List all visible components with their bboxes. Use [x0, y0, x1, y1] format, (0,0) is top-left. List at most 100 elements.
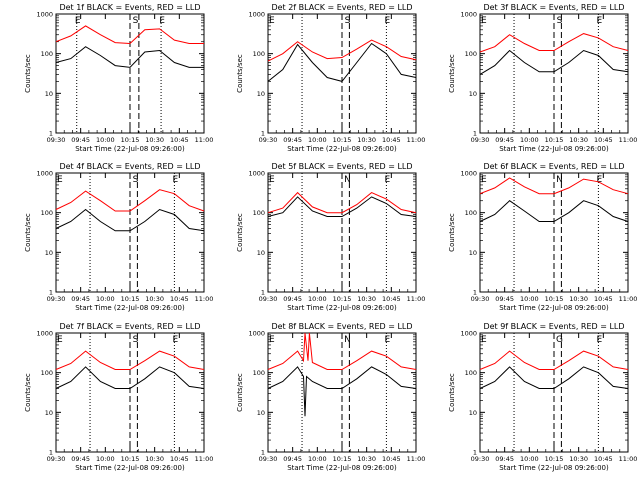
x-tick-label: 10:15	[545, 136, 564, 144]
x-axis-label: Start Time (22-Jul-08 09:26:00)	[75, 464, 185, 472]
series-line-lld	[267, 191, 417, 214]
x-axis-label: Start Time (22-Jul-08 09:26:00)	[75, 304, 185, 312]
y-axis-label: Counts/sec	[448, 213, 456, 252]
y-tick-label: 100	[253, 209, 265, 217]
panel-title: Det 7f BLACK = Events, RED = LLD	[59, 322, 200, 331]
panel-title: Det 8f BLACK = Events, RED = LLD	[271, 322, 412, 331]
marker-label: E	[269, 335, 275, 345]
x-tick-label: 10:15	[121, 295, 140, 303]
x-tick-label: 11:00	[407, 136, 426, 144]
panel-5: Det 5f BLACK = Events, RED = LLD E N E 1 10 10…	[236, 162, 425, 312]
x-tick-label: 10:15	[545, 455, 564, 463]
series-line-events	[479, 366, 629, 389]
y-tick-label: 100	[41, 209, 53, 217]
y-tick-label: 100	[253, 369, 265, 377]
x-axis-label: Start Time (22-Jul-08 09:26:00)	[287, 464, 397, 472]
x-tick-label: 10:00	[96, 295, 115, 303]
y-tick-label: 1000	[460, 330, 477, 338]
panel-title: Det 4f BLACK = Events, RED = LLD	[59, 162, 200, 171]
y-axis-label: Counts/sec	[236, 213, 244, 252]
panel-6: Det 6f BLACK = Events, RED = LLD E N E 1 10 10…	[448, 162, 637, 312]
x-tick-label: 10:30	[357, 136, 376, 144]
y-tick-label: 1000	[460, 170, 477, 178]
x-tick-label: 09:45	[495, 295, 514, 303]
y-tick-label: 10	[469, 249, 477, 257]
panel-title: Det 6f BLACK = Events, RED = LLD	[483, 162, 624, 171]
x-tick-label: 09:45	[71, 136, 90, 144]
x-tick-label: 09:30	[259, 455, 278, 463]
x-tick-label: 10:15	[545, 295, 564, 303]
series-line-events	[267, 196, 417, 217]
x-tick-label: 10:30	[145, 136, 164, 144]
x-tick-label: 09:45	[495, 455, 514, 463]
x-tick-label: 10:15	[333, 295, 352, 303]
x-tick-label: 11:00	[619, 455, 638, 463]
x-tick-label: 10:00	[96, 455, 115, 463]
x-tick-label: 10:00	[520, 455, 539, 463]
marker-label: E	[269, 175, 275, 185]
y-tick-label: 1000	[248, 330, 265, 338]
x-axis-label: Start Time (22-Jul-08 09:26:00)	[287, 304, 397, 312]
x-tick-label: 10:00	[308, 455, 327, 463]
y-tick-label: 10	[257, 249, 265, 257]
marker-label: E	[385, 175, 391, 185]
y-tick-label: 1	[49, 130, 53, 138]
marker-label: E	[173, 335, 179, 345]
x-tick-label: 10:45	[382, 295, 401, 303]
x-tick-label: 10:30	[569, 295, 588, 303]
y-tick-label: 1	[49, 289, 53, 297]
panel-title: Det 9f BLACK = Events, RED = LLD	[483, 322, 624, 331]
y-axis-label: Counts/sec	[24, 373, 32, 412]
x-tick-label: 10:30	[145, 455, 164, 463]
series-line-events	[55, 46, 204, 68]
marker-label: E	[597, 335, 603, 345]
x-tick-label: 10:15	[121, 455, 140, 463]
series-line-events	[267, 366, 417, 417]
x-tick-label: 10:45	[382, 455, 401, 463]
x-tick-label: 10:45	[594, 455, 613, 463]
x-tick-label: 10:30	[145, 295, 164, 303]
panel-2: Det 2f BLACK = Events, RED = LLD E S E 1 10 10…	[236, 3, 425, 153]
series-line-events	[479, 200, 629, 222]
y-tick-label: 10	[257, 90, 265, 98]
series-line-lld	[55, 25, 204, 45]
x-tick-label: 11:00	[195, 295, 214, 303]
marker-label: E	[597, 16, 603, 26]
marker-label: G	[556, 335, 563, 345]
x-tick-label: 09:30	[471, 295, 490, 303]
series-line-lld	[479, 350, 629, 370]
marker-label: E	[481, 175, 487, 185]
marker-label: N	[344, 175, 351, 185]
marker-label: S	[133, 16, 139, 26]
x-tick-label: 09:30	[47, 295, 66, 303]
y-axis-label: Counts/sec	[236, 54, 244, 93]
series-line-events	[55, 366, 205, 389]
x-tick-label: 10:45	[594, 295, 613, 303]
x-tick-label: 09:30	[47, 455, 66, 463]
x-tick-label: 10:15	[333, 136, 352, 144]
y-tick-label: 1	[261, 289, 265, 297]
marker-label: E	[173, 175, 179, 185]
y-tick-label: 1	[473, 449, 477, 457]
x-tick-label: 09:45	[495, 136, 514, 144]
panel-8: Det 8f BLACK = Events, RED = LLD E N E 1 10 10…	[236, 322, 425, 472]
x-tick-label: 10:00	[520, 295, 539, 303]
series-line-events	[267, 42, 417, 82]
y-axis-label: Counts/sec	[24, 213, 32, 252]
x-tick-label: 11:00	[619, 295, 638, 303]
panel-title: Det 2f BLACK = Events, RED = LLD	[271, 3, 412, 12]
y-tick-label: 10	[45, 90, 53, 98]
y-axis-label: Counts/sec	[448, 54, 456, 93]
x-tick-label: 10:45	[170, 136, 189, 144]
x-tick-label: 09:30	[47, 136, 66, 144]
marker-label: S	[345, 16, 351, 26]
x-tick-label: 10:30	[569, 136, 588, 144]
x-tick-label: 09:30	[259, 136, 278, 144]
series-line-lld	[267, 332, 417, 370]
marker-label: E	[481, 16, 487, 26]
x-tick-label: 09:45	[283, 295, 302, 303]
x-tick-label: 09:45	[71, 295, 90, 303]
marker-label: E	[597, 175, 603, 185]
x-axis-label: Start Time (22-Jul-08 09:26:00)	[287, 145, 397, 153]
